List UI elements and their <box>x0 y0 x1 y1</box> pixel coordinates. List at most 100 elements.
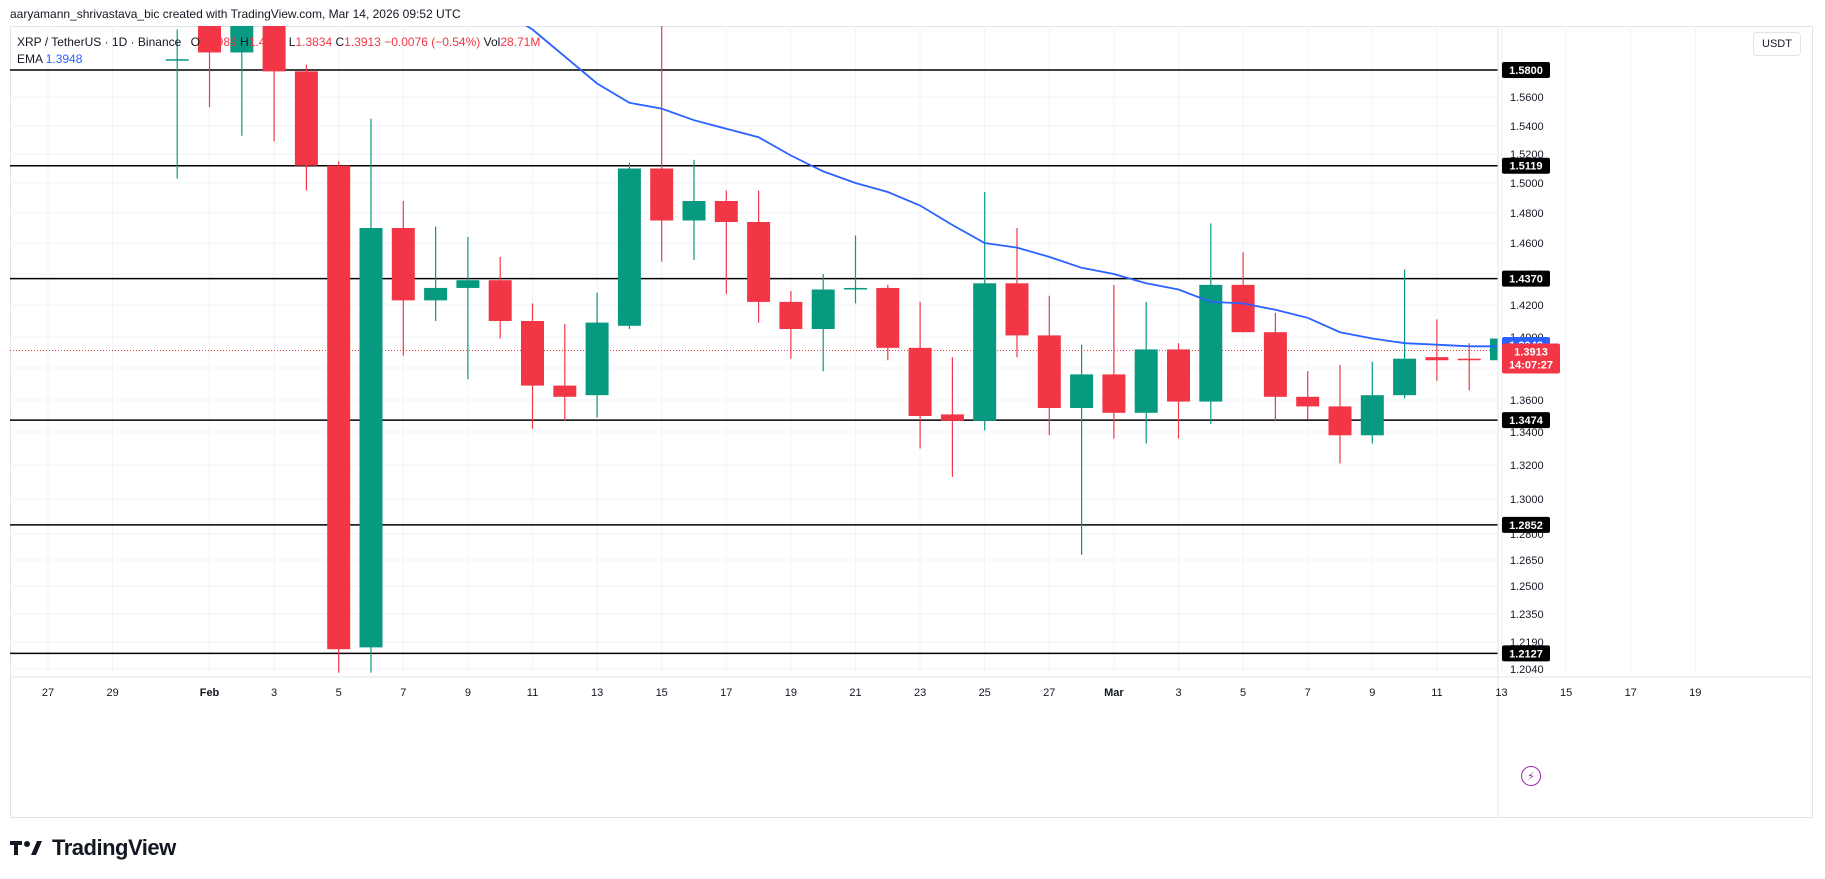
candle-body[interactable] <box>1037 335 1061 408</box>
level-price-tag-text: 1.5119 <box>1509 161 1542 173</box>
current-price-tag-text: 1.3913 <box>1514 346 1548 358</box>
candle-body[interactable] <box>294 71 318 166</box>
legend-volume-value: 28.71M <box>500 35 541 49</box>
tradingview-logo[interactable]: TradingView <box>10 835 176 860</box>
x-tick-label: Mar <box>1104 687 1124 699</box>
flash-icon[interactable]: ⚡ <box>1521 766 1541 786</box>
chart-caption: aaryamann_shrivastava_bic created with T… <box>10 7 461 21</box>
candle-body[interactable] <box>1425 357 1449 361</box>
candle-body[interactable] <box>391 228 415 301</box>
candle-body[interactable] <box>553 385 577 397</box>
ema-series-line[interactable] <box>468 26 1534 348</box>
y-tick-label: 1.4800 <box>1510 208 1544 220</box>
x-tick-label: 27 <box>42 687 54 699</box>
x-tick-label: 9 <box>465 687 471 699</box>
candle-body[interactable] <box>811 289 835 330</box>
candle-body[interactable] <box>1167 349 1190 402</box>
candle-body[interactable] <box>359 228 383 648</box>
candle-body[interactable] <box>1102 374 1126 413</box>
level-price-tag-text: 1.2852 <box>1509 520 1543 532</box>
candle-body[interactable] <box>1296 396 1320 407</box>
candle-body[interactable] <box>747 222 771 302</box>
y-tick-label: 1.5600 <box>1510 92 1544 104</box>
x-tick-label: 27 <box>1043 687 1055 699</box>
level-price-tag-text: 1.4370 <box>1509 274 1543 286</box>
candle-body[interactable] <box>1134 349 1158 413</box>
candle-body[interactable] <box>908 347 932 416</box>
x-tick-label: 21 <box>849 687 861 699</box>
candle-body[interactable] <box>1263 332 1287 397</box>
legend-high-label: H <box>240 35 249 49</box>
x-tick-label: 15 <box>1560 687 1572 699</box>
candle-body[interactable] <box>973 283 997 421</box>
y-tick-label: 1.5000 <box>1510 178 1544 190</box>
legend-close-label: C <box>335 35 345 49</box>
level-price-tag <box>1502 270 1550 287</box>
price-tags: 1.5800 1.5119 1.4370 1.3474 1.2852 1.2127 1.39… <box>1502 62 1560 662</box>
x-tick-label: 7 <box>1305 687 1311 699</box>
candle-body[interactable] <box>1231 284 1255 333</box>
candle-body[interactable] <box>1360 395 1384 436</box>
candle-body[interactable] <box>1457 358 1481 361</box>
legend-change: −0.0076 (−0.54%) <box>384 35 481 49</box>
chart-plot[interactable]: 1.20401.21901.23501.25001.26501.28001.30… <box>10 26 1813 818</box>
brand-name: TradingView <box>52 835 176 860</box>
candle-body[interactable] <box>585 322 609 396</box>
candle-body[interactable] <box>424 287 448 301</box>
candle-body[interactable] <box>844 287 867 290</box>
legend-open-label: O <box>190 35 200 49</box>
candle-body[interactable] <box>521 321 544 386</box>
candle-body[interactable] <box>1328 406 1352 436</box>
candle-body[interactable] <box>1490 338 1513 361</box>
candle-body[interactable] <box>682 201 706 221</box>
candle-body[interactable] <box>327 165 351 650</box>
countdown-text: 14:07:27 <box>1509 359 1553 371</box>
candle-body[interactable] <box>456 280 480 288</box>
x-tick-label: Feb <box>200 687 220 699</box>
y-tick-label: 1.5400 <box>1510 121 1544 133</box>
x-tick-label: 17 <box>1625 687 1637 699</box>
chart-legend: XRP / TetherUS · 1D · Binance O1.3989 H1… <box>17 34 540 68</box>
x-tick-label: 5 <box>336 687 342 699</box>
candle-body[interactable] <box>262 26 286 72</box>
level-price-tag <box>1502 62 1550 78</box>
x-tick-label: 13 <box>591 687 603 699</box>
x-tick-label: 19 <box>1689 687 1701 699</box>
candle-body[interactable] <box>876 287 900 348</box>
candle-body[interactable] <box>230 26 254 53</box>
level-price-tag-text: 1.2127 <box>1509 648 1543 660</box>
candle-body[interactable] <box>779 301 803 329</box>
x-tick-label: 25 <box>979 687 991 699</box>
x-tick-label: 15 <box>656 687 668 699</box>
y-tick-label: 1.2350 <box>1510 609 1544 621</box>
current-price-tag <box>1502 343 1560 374</box>
candle-body[interactable] <box>617 168 641 326</box>
candle-body[interactable] <box>714 201 738 222</box>
y-tick-label: 1.3200 <box>1510 460 1544 472</box>
legend-open-value: 1.3989 <box>199 35 237 49</box>
candle-body[interactable] <box>1005 283 1029 336</box>
x-tick-label: 7 <box>400 687 406 699</box>
legend-symbol[interactable]: XRP / TetherUS · 1D · Binance <box>17 35 182 49</box>
y-tick-label: 1.4200 <box>1510 300 1544 312</box>
candle-body[interactable] <box>1070 374 1094 408</box>
level-price-tag-text: 1.3474 <box>1509 415 1544 427</box>
candle-body[interactable] <box>165 59 189 61</box>
currency-button[interactable]: USDT <box>1753 32 1801 56</box>
candle-body[interactable] <box>1199 284 1223 402</box>
legend-high-value: 1.4040 <box>248 35 286 49</box>
x-tick-label: 23 <box>914 687 926 699</box>
candle-body[interactable] <box>1393 358 1417 396</box>
candle-body[interactable] <box>940 414 964 421</box>
y-tick-label: 1.2500 <box>1510 581 1544 593</box>
x-tick-label: 11 <box>1431 687 1442 699</box>
y-tick-label: 1.3400 <box>1510 427 1544 439</box>
candle-body[interactable] <box>488 280 512 321</box>
legend-ema-label[interactable]: EMA <box>17 52 43 66</box>
legend-low-value: 1.3834 <box>295 35 333 49</box>
candle-body[interactable] <box>650 168 674 221</box>
level-price-tag <box>1502 412 1550 429</box>
legend-ema-value: 1.3948 <box>45 52 83 66</box>
candle-body[interactable] <box>198 26 221 53</box>
y-tick-label: 1.3600 <box>1510 395 1544 407</box>
